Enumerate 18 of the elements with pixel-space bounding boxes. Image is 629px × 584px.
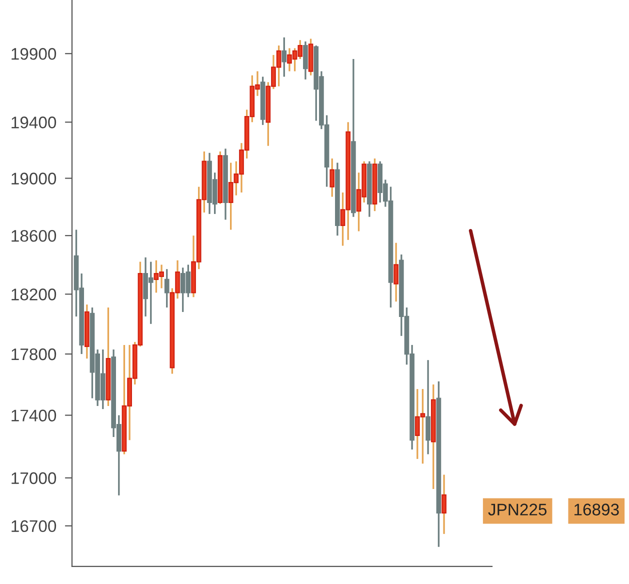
candlestick xyxy=(303,40,308,80)
candlestick xyxy=(426,359,430,456)
text: 16893 xyxy=(574,504,619,516)
y-tick-label: 19000 xyxy=(12,172,56,184)
candlestick xyxy=(330,158,335,198)
text: JPN225 xyxy=(488,504,547,516)
y-tick-label: 16700 xyxy=(12,520,56,532)
y-tick-label: 19900 xyxy=(12,48,56,60)
y-tick-label: 17400 xyxy=(12,410,56,422)
y-tick-label: 18600 xyxy=(12,230,56,242)
y-tick-label: 17000 xyxy=(12,472,56,484)
candlestick xyxy=(394,242,398,302)
y-tick-label: 17800 xyxy=(12,348,56,360)
y-tick-label: 18200 xyxy=(12,288,56,300)
candlestick xyxy=(164,268,170,308)
candlestick xyxy=(442,474,446,535)
y-tick-label: 19400 xyxy=(12,116,56,128)
candlestick xyxy=(282,36,287,78)
